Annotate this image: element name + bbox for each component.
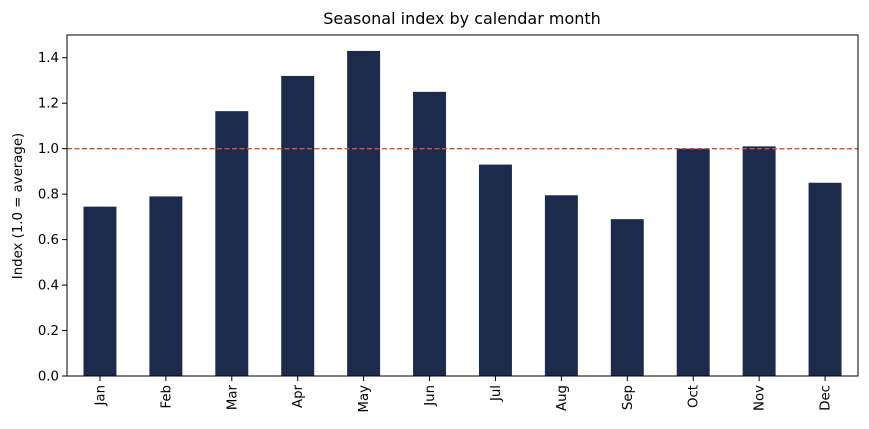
y-tick-label: 0.0	[38, 370, 59, 385]
bar-dec	[808, 182, 842, 376]
x-tick-label: Aug	[555, 385, 570, 411]
bar-oct	[676, 148, 710, 376]
y-axis-ticks: 0.0 0.2 0.4 0.6 0.8 1.0 1.2 1.4	[38, 51, 67, 385]
bar-jun	[413, 91, 447, 376]
y-tick-label: 0.8	[38, 188, 59, 203]
x-tick-label: Jun	[423, 385, 438, 407]
x-tick-label: Apr	[291, 384, 306, 408]
x-axis-ticks: Jan Feb Mar Apr May Jun Jul Aug Sep Oct Nov Dec	[93, 376, 834, 413]
y-tick-label: 1.2	[38, 97, 59, 112]
bar-jul	[478, 164, 512, 376]
x-tick-label: Feb	[159, 385, 174, 409]
bar-apr	[281, 75, 315, 377]
bar-jan	[83, 206, 117, 376]
bar-sep	[610, 219, 644, 376]
bar-nov	[742, 146, 776, 376]
y-tick-label: 0.6	[38, 233, 59, 248]
x-tick-label: Jul	[489, 385, 504, 402]
bars	[83, 50, 842, 377]
x-tick-label: May	[357, 385, 372, 413]
x-tick-label: Jan	[93, 385, 108, 407]
y-tick-label: 0.2	[38, 324, 59, 339]
bar-feb	[149, 196, 183, 376]
x-tick-label: Dec	[819, 385, 834, 411]
y-axis-label: Index (1.0 = average)	[11, 133, 26, 279]
bar-mar	[215, 111, 249, 376]
plot-frame	[66, 34, 859, 377]
bar-may	[347, 50, 381, 377]
x-tick-label: Nov	[753, 385, 768, 411]
x-tick-label: Sep	[621, 385, 636, 410]
chart-title: Seasonal index by calendar month	[323, 9, 601, 28]
x-tick-label: Mar	[225, 384, 240, 410]
y-tick-label: 0.4	[38, 279, 59, 294]
y-tick-label: 1.4	[38, 51, 59, 66]
y-tick-label: 1.0	[38, 142, 59, 157]
bar-aug	[544, 195, 578, 376]
x-tick-label: Oct	[687, 385, 702, 408]
